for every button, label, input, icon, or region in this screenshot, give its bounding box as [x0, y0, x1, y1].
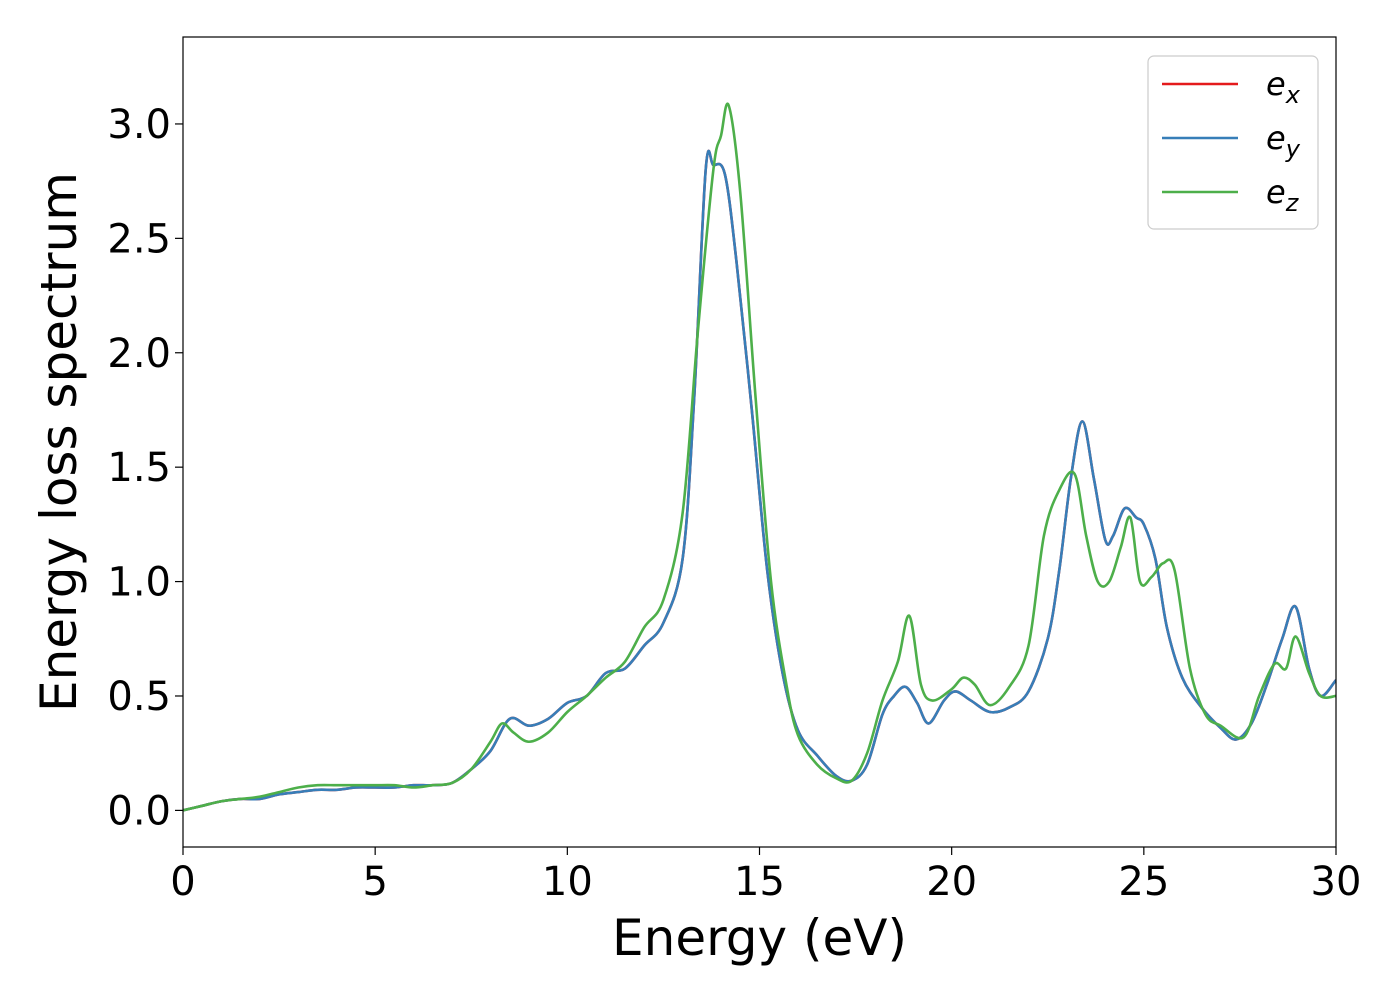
y-axis: 0.0 0.5 1.0 1.5 2.0 2.5 3.0	[107, 102, 183, 834]
legend: ex ey ez	[1147, 55, 1319, 230]
legend-label-e-x: ex	[1266, 65, 1301, 109]
x-axis: 0 5 10 15 20 25 30	[170, 847, 1361, 905]
y-tick-label: 2.0	[107, 331, 171, 377]
x-tick-label: 20	[926, 859, 977, 905]
y-tick-label: 3.0	[107, 102, 171, 148]
x-tick-label: 15	[734, 859, 785, 905]
series-lines	[183, 102, 1336, 812]
legend-box	[1147, 55, 1319, 230]
series-line-e-z	[183, 102, 1336, 812]
y-axis-title: Energy loss spectrum	[30, 172, 88, 712]
x-axis-title: Energy (eV)	[612, 909, 907, 967]
y-tick-label: 1.0	[107, 560, 171, 606]
x-tick-label: 5	[362, 859, 387, 905]
y-tick-label: 1.5	[107, 445, 171, 491]
x-tick-label: 0	[170, 859, 195, 905]
x-tick-label: 30	[1311, 859, 1362, 905]
legend-label-e-y: ey	[1266, 119, 1301, 163]
y-tick-label: 2.5	[107, 216, 171, 262]
x-tick-label: 25	[1118, 859, 1169, 905]
y-tick-label: 0.5	[107, 674, 171, 720]
legend-label-e-z: ez	[1266, 173, 1300, 217]
y-tick-label: 0.0	[107, 788, 171, 834]
x-tick-label: 10	[542, 859, 593, 905]
